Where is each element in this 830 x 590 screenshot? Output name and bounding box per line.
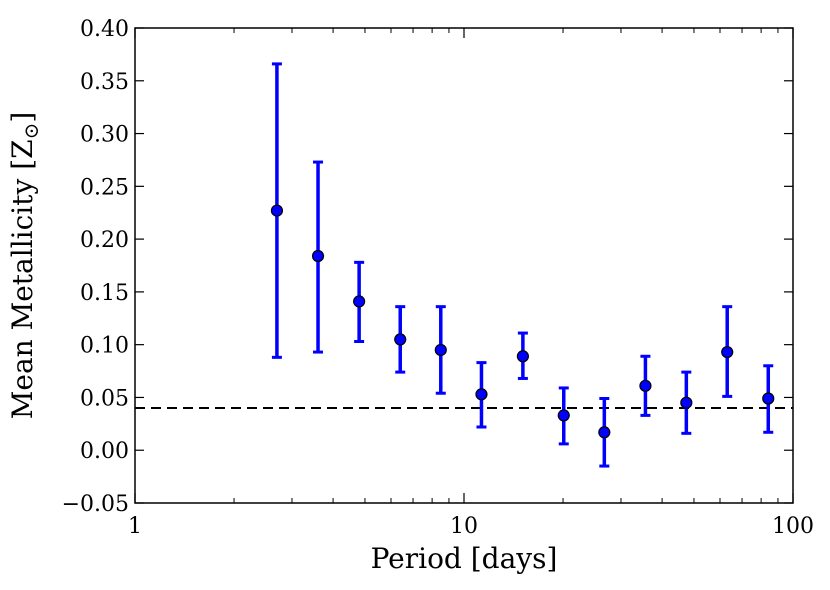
plot-area: −0.05 0.00 0.05 0.10 0.15 0.20 0.25 0.30 0.35 0.4… [62,17,814,539]
y-tick-label-8: 0.35 [80,70,129,95]
y-tick-label-3: 0.10 [80,334,129,359]
y-tick-label-7: 0.30 [80,123,129,148]
y-axis-label-main: Mean Metallicity [Z [6,139,39,419]
y-axis-label-sun-symbol: ⊙ [19,123,43,140]
data-point-11 [721,345,734,359]
x-tick-label-2: 100 [772,514,814,539]
data-point-10 [680,396,693,409]
y-axis-label: Mean Metallicity [Z⊙] [6,112,43,420]
x-tick-label-1: 10 [450,514,478,539]
y-tick-label-2: 0.05 [80,386,129,411]
data-point-3 [394,333,407,346]
y-tick-label-6: 0.25 [80,175,129,200]
data-point-12 [762,392,775,405]
y-axis-label-end: ] [6,112,39,123]
data-point-6 [516,350,529,363]
data-point-4 [434,343,447,357]
data-point-5 [475,388,488,401]
y-tick-label-4: 0.15 [80,281,129,306]
y-tick-label-9: 0.40 [80,17,129,42]
x-axis-label: Period [days] [371,542,558,575]
data-point-2 [353,295,366,308]
data-point-0 [270,204,284,217]
data-point-8 [598,426,611,439]
y-tick-label-5: 0.20 [80,228,129,253]
y-tick-label-1: 0.00 [80,439,129,464]
y-tick-label-0: −0.05 [62,492,129,517]
data-point-9 [639,379,652,392]
x-tick-label-0: 1 [128,514,142,539]
data-point-1 [311,249,325,263]
data-point-7 [557,409,570,422]
plot-frame [134,27,794,504]
